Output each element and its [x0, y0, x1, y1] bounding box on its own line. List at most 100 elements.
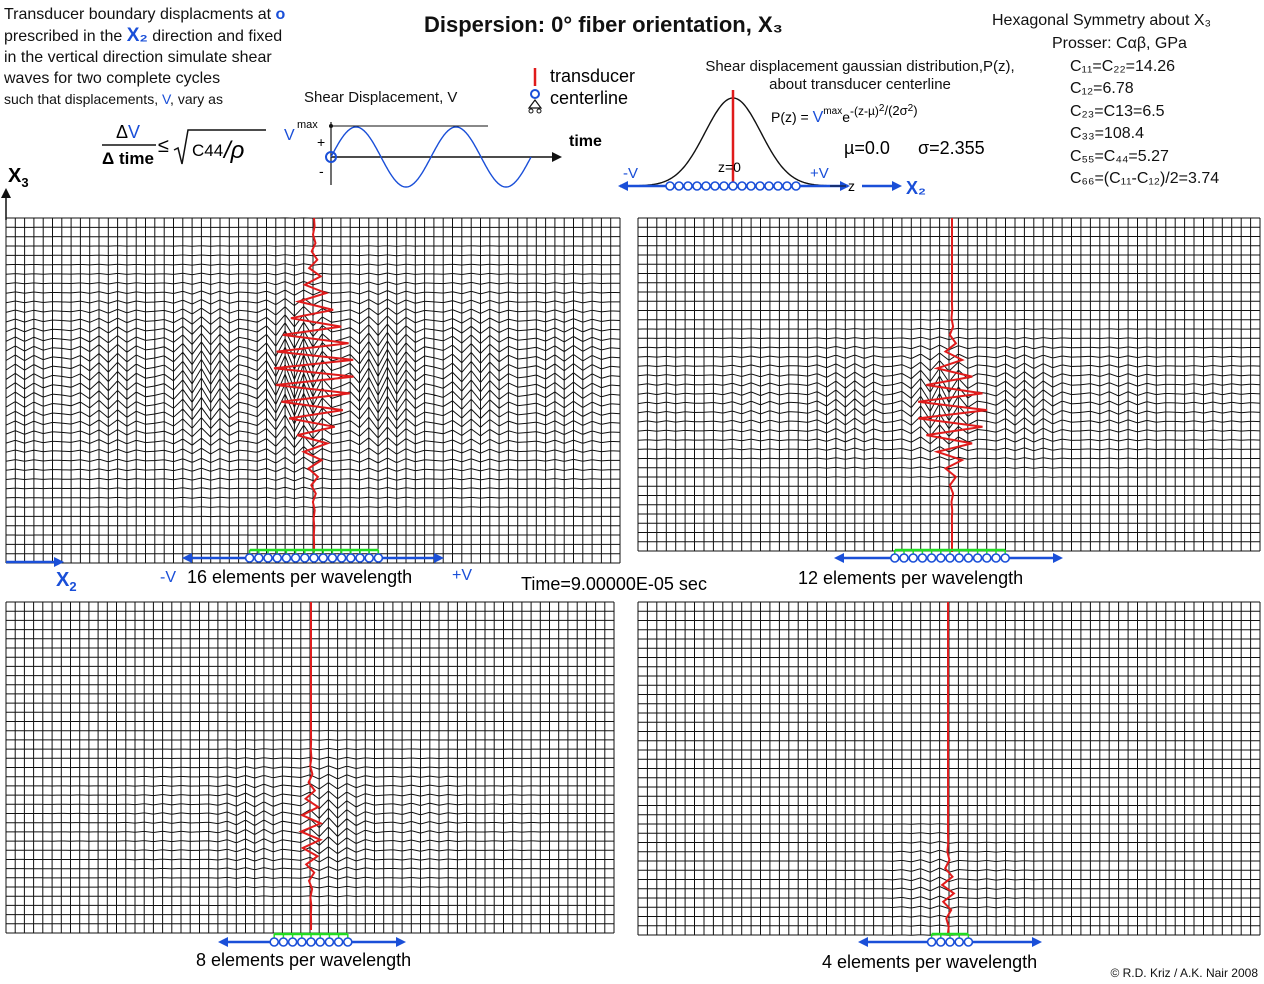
- gauss-node: [773, 181, 783, 191]
- panel0-transducer-node: [253, 553, 264, 563]
- intro-line5a: such that displacements,: [4, 91, 162, 107]
- c55-value: C₅₅=C₄₄=5.27: [1070, 147, 1169, 165]
- panel2-transducer-node: [287, 937, 298, 947]
- panel0-transducer-node: [299, 553, 310, 563]
- panel0-transducer-node: [318, 553, 329, 563]
- panel0-transducer-node: [281, 553, 292, 563]
- shear-time-plot: V max + - time: [284, 119, 602, 188]
- gauss-pos-v: +V: [810, 165, 829, 182]
- panel3-caption: 4 elements per wavelength: [822, 952, 1037, 972]
- gaussian-diagram: z=0 -V +V z X₂ P(z) = Vmaxe-(z-µ)2/(2σ2)…: [618, 90, 985, 198]
- fixed-support-icon: [527, 99, 543, 109]
- transducer-legend: transducer centerline: [527, 66, 635, 114]
- panel1-transducer-node: [889, 553, 900, 563]
- panel1-transducer-node: [991, 553, 1001, 563]
- gauss-node: [701, 181, 711, 191]
- page-title: Dispersion: 0° fiber orientation, X₃: [424, 12, 783, 37]
- sigma-label: σ=2.355: [918, 138, 985, 158]
- panel1-transducer-node: [917, 553, 928, 563]
- panel0-transducer-node: [244, 553, 255, 563]
- time-label: Time=9.00000E-05 sec: [521, 574, 707, 594]
- panel1-transducer-node: [908, 553, 919, 563]
- panel2-transducer-node: [333, 937, 344, 947]
- gauss-node: [746, 181, 756, 191]
- gauss-node: [683, 181, 693, 191]
- gauss-caption-2: about transducer centerline: [769, 76, 951, 93]
- x2-axis-label: X2: [56, 569, 77, 594]
- panel2-transducer-node: [315, 937, 326, 947]
- panel2-transducer-node: [342, 937, 353, 947]
- minus-label: -: [319, 163, 324, 179]
- panel1-transducer-node: [972, 553, 983, 563]
- panel1-transducer-node: [963, 553, 974, 563]
- panel0-pos: +V: [452, 567, 472, 584]
- intro-v: V: [161, 91, 171, 107]
- panel0-neg: -V: [160, 569, 176, 586]
- svg-text:/ρ: /ρ: [222, 137, 245, 164]
- panel2-transducer-node: [296, 937, 307, 947]
- vmax-sup: max: [297, 119, 318, 131]
- gauss-node: [782, 181, 792, 191]
- panel0-transducer-node: [355, 553, 365, 563]
- gauss-node: [791, 181, 801, 191]
- gauss-node: [728, 181, 738, 191]
- panel2-centerline: [298, 602, 324, 931]
- hex-title: Hexagonal Symmetry about X₃: [992, 12, 1212, 29]
- time-axis-label: time: [569, 133, 602, 150]
- panel1-transducer-node: [935, 553, 946, 563]
- panel2-transducer-node: [324, 937, 335, 947]
- c12-value: C₁₂=6.78: [1070, 80, 1134, 97]
- gauss-caption-1: Shear displacement gaussian distribution…: [705, 58, 1015, 75]
- courant-formula: ΔV Δ time ≤ C44 /ρ: [102, 122, 266, 168]
- shear-plot-label: Shear Displacement, V: [304, 89, 458, 106]
- intro-x2: X₂: [126, 25, 148, 46]
- gauss-node: [737, 181, 747, 191]
- panel2-caption: 8 elements per wavelength: [196, 950, 411, 970]
- panel3-transducer-node: [935, 937, 946, 947]
- svg-text:C44: C44: [192, 141, 223, 160]
- panel1-transducer-node: [954, 553, 965, 563]
- c66-value: C₆₆=(C₁₁-C₁₂)/2=3.74: [1070, 170, 1220, 187]
- gauss-node: [710, 181, 720, 191]
- transducer-node-icon: [530, 89, 540, 99]
- panel0-transducer-node: [263, 553, 273, 563]
- panel3-transducer-node: [926, 937, 937, 947]
- panel0-transducer-node: [327, 553, 338, 563]
- x3-axis: X3: [1, 165, 29, 220]
- panel0-transducer-node: [336, 553, 347, 563]
- c33-value: C₃₃=108.4: [1070, 125, 1144, 142]
- vmax-label: V: [284, 127, 295, 144]
- panel3-transducer-node: [963, 937, 974, 947]
- boundary-marker: o: [275, 6, 286, 23]
- panel2-transducer-node: [269, 937, 280, 947]
- gauss-node: [764, 181, 774, 191]
- gauss-z: z: [848, 178, 855, 194]
- panel1-transducer-node: [1000, 553, 1011, 563]
- panel1-transducer-node: [926, 553, 937, 563]
- svg-text:Δ time: Δ time: [102, 149, 154, 168]
- panel3-transducer-node: [954, 937, 965, 947]
- panel0-transducer-node: [272, 553, 283, 563]
- c23-value: C₂₃=C13=6.5: [1070, 102, 1165, 120]
- mu-label: µ=0.0: [844, 138, 890, 158]
- gauss-node: [665, 181, 675, 191]
- panel1-centerline: [918, 218, 988, 552]
- intro-line2c: direction and fixed: [147, 28, 283, 45]
- gauss-caption: Shear displacement gaussian distribution…: [680, 58, 1040, 94]
- intro-line5c: , vary as: [170, 91, 223, 107]
- intro-line1: Transducer boundary displacments at: [4, 6, 276, 23]
- panel2-transducer-node: [278, 937, 289, 947]
- panel0-caption: 16 elements per wavelength: [187, 567, 412, 587]
- gauss-neg-v: -V: [623, 165, 638, 182]
- panel0-transducer-node: [290, 553, 301, 563]
- centerline-label: centerline: [550, 88, 628, 108]
- panel2-transducer-node: [306, 937, 316, 947]
- gauss-node: [755, 181, 765, 191]
- intro-line3: in the vertical direction simulate shear: [4, 49, 272, 66]
- panel0-transducer-node: [345, 553, 356, 563]
- plus-label: +: [317, 134, 325, 150]
- panel1-transducer-node: [981, 553, 992, 563]
- panel1-transducer-node: [899, 553, 909, 563]
- gauss-node: [719, 181, 729, 191]
